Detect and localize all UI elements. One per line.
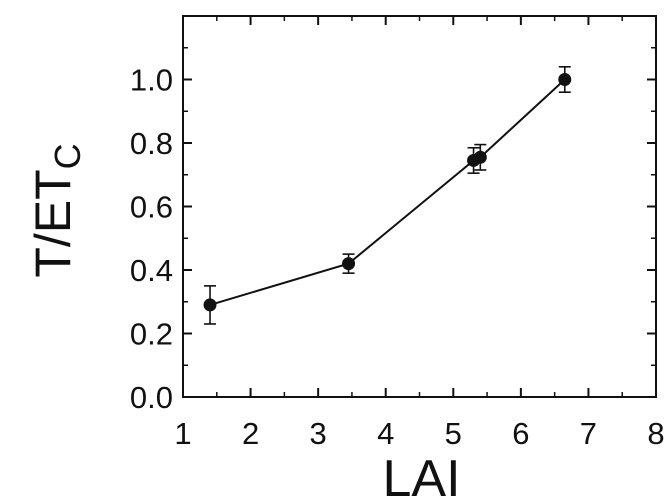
data-point [473,150,487,164]
data-point [558,73,572,86]
y-tick-label-1.0: 1.0 [130,63,173,98]
y-tick-label-0.4: 0.4 [130,253,173,288]
tick-labels: 1 2 3 4 5 6 7 8 0.0 0.2 0.4 0.6 0.8 1.0 [130,63,665,452]
y-tick-label-0.0: 0.0 [130,380,173,415]
x-tick-label-2: 2 [242,416,259,451]
y-axis-title: T/ETC [25,143,88,277]
x-axis-title: LAI [382,450,460,502]
ticks-layer [182,16,657,398]
y-tick-label-0.6: 0.6 [130,190,173,225]
series-layer [203,66,572,325]
plot-frame [182,15,657,398]
x-tick-label-5: 5 [445,416,462,451]
data-point [342,257,356,271]
x-tick-label-8: 8 [647,416,664,451]
x-tick-label-6: 6 [512,416,529,451]
y-tick-label-0.8: 0.8 [130,126,173,161]
x-tick-label-7: 7 [580,416,597,451]
x-tick-label-1: 1 [174,416,191,451]
series-line-0 [209,78,566,306]
x-tick-label-3: 3 [310,416,327,451]
y-axis-title-main: T/ET [25,169,81,277]
data-point [203,298,217,312]
y-axis-title-subscript: C [47,143,88,169]
y-tick-label-0.2: 0.2 [130,317,173,352]
x-tick-label-4: 4 [377,416,394,451]
